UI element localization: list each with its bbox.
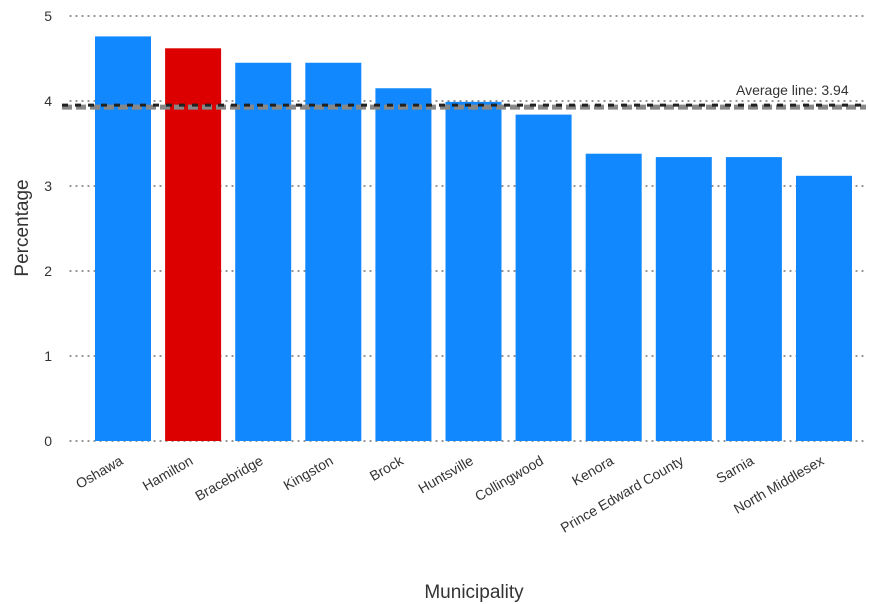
bar-bracebridge xyxy=(235,62,292,441)
bar-sarnia xyxy=(725,157,782,441)
bar-layer xyxy=(95,36,852,442)
bar-hamilton xyxy=(165,48,222,442)
bar-brock xyxy=(375,88,432,441)
bar-prince-edward-county xyxy=(655,157,712,441)
y-tick-label: 0 xyxy=(44,433,52,449)
x-tick-label: Brock xyxy=(367,452,407,484)
x-tick-label: Huntsville xyxy=(415,452,476,496)
y-tick-label: 4 xyxy=(44,93,52,109)
y-axis-title: Percentage xyxy=(12,179,33,276)
bar-huntsville xyxy=(445,101,502,441)
x-tick-label: Oshawa xyxy=(73,452,126,492)
bar-north-middlesex xyxy=(796,175,852,442)
bar-oshawa xyxy=(95,36,151,442)
x-tick-label: Kenora xyxy=(569,452,616,489)
x-tick-label: Bracebridge xyxy=(192,452,266,504)
bar-kingston xyxy=(305,62,362,441)
y-tick-label: 5 xyxy=(44,8,52,24)
x-tick-label: Hamilton xyxy=(140,452,196,493)
y-tick-label: 2 xyxy=(44,263,52,279)
y-tick-label: 1 xyxy=(44,348,52,364)
average-line-label: Average line: 3.94 xyxy=(736,82,849,98)
x-tick-label: Kingston xyxy=(281,452,336,493)
x-tick-label: Sarnia xyxy=(713,452,756,486)
x-tick-label: Prince Edward County xyxy=(558,452,687,536)
bar-collingwood xyxy=(515,114,572,441)
y-tick-label: 3 xyxy=(44,178,52,194)
x-axis-title: Municipality xyxy=(424,582,524,603)
bar-kenora xyxy=(585,153,642,441)
x-tick-label: Collingwood xyxy=(472,452,546,504)
line-layer: Average line: 3.94 xyxy=(62,82,866,110)
